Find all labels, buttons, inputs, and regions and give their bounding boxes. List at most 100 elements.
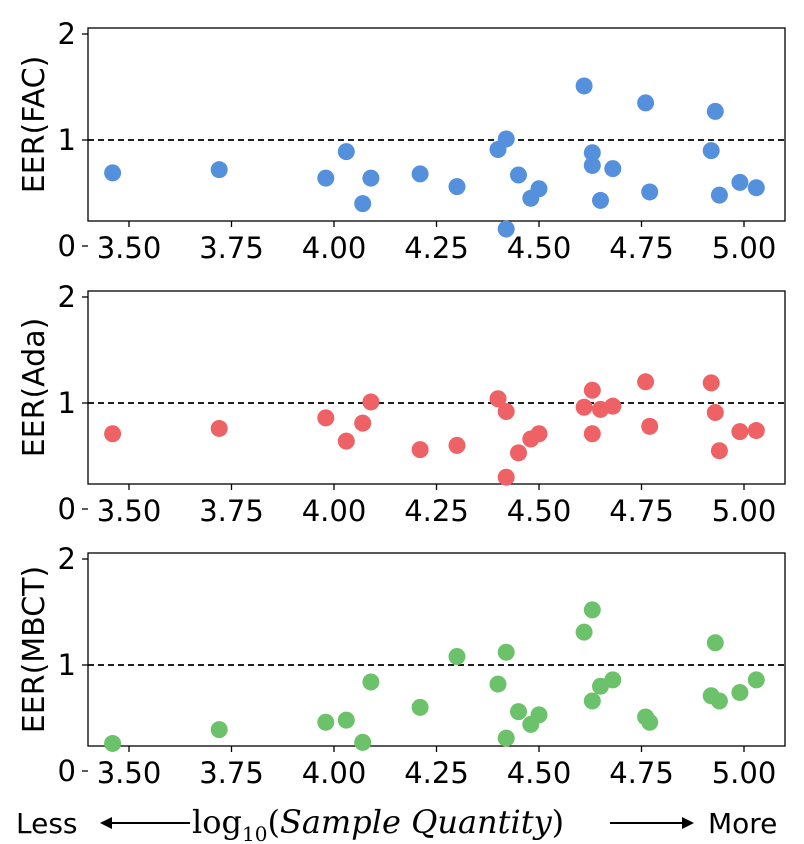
- y-tick-label: 1: [58, 648, 76, 682]
- y-tick-label: 2: [58, 17, 76, 51]
- data-point: [637, 373, 655, 391]
- x-tick-label: 3.50: [97, 231, 162, 265]
- data-point: [641, 713, 659, 731]
- data-point: [702, 142, 720, 160]
- data-point: [583, 156, 601, 174]
- data-point: [583, 425, 601, 443]
- data-point: [530, 180, 548, 198]
- x-tick-label: 4.00: [302, 756, 367, 790]
- data-points: [104, 77, 765, 238]
- data-point: [354, 195, 372, 213]
- data-point: [731, 684, 749, 702]
- data-point: [583, 381, 601, 399]
- data-point: [104, 164, 122, 182]
- data-point: [489, 675, 507, 693]
- data-point: [448, 178, 466, 196]
- x-tick-label: 4.50: [507, 494, 572, 528]
- data-point: [497, 729, 515, 747]
- data-points: [104, 373, 765, 486]
- data-point: [104, 425, 122, 443]
- x-tick-label: 4.50: [507, 231, 572, 265]
- x-tick-label: 3.75: [199, 231, 264, 265]
- y-axis-label: EER(Ada): [17, 318, 52, 458]
- data-point: [710, 186, 728, 204]
- data-point: [210, 419, 228, 437]
- data-point: [497, 643, 515, 661]
- data-point: [510, 703, 527, 721]
- data-point: [411, 698, 429, 716]
- data-point: [583, 144, 601, 162]
- data-point: [575, 398, 593, 416]
- data-point: [710, 442, 728, 460]
- data-point: [706, 404, 724, 422]
- data-point: [637, 94, 655, 112]
- data-point: [575, 623, 593, 641]
- data-point: [337, 143, 355, 161]
- x-tick-label: 5.00: [712, 494, 777, 528]
- x-tick-label: 4.00: [302, 231, 367, 265]
- data-point: [583, 692, 601, 710]
- left-arrow: [100, 817, 190, 829]
- data-point: [354, 733, 372, 751]
- data-point: [210, 161, 228, 179]
- x-tick-label: 5.00: [712, 756, 777, 790]
- x-tick-label: 4.75: [609, 231, 674, 265]
- data-point: [210, 721, 228, 739]
- data-point: [337, 711, 355, 729]
- data-point: [530, 425, 548, 443]
- x-tick-label: 4.25: [404, 494, 469, 528]
- y-tick-label: 1: [58, 386, 76, 420]
- data-point: [530, 706, 548, 724]
- x-axis-caption: Less log10(Sample Quantity) More: [16, 803, 777, 844]
- axes-frame: [87, 552, 786, 747]
- data-point: [104, 734, 122, 752]
- y-tick-label: 2: [58, 542, 76, 576]
- data-point: [411, 441, 429, 459]
- data-point: [731, 423, 749, 441]
- data-point: [592, 191, 609, 209]
- data-point: [448, 436, 466, 454]
- y-tick-label: 1: [58, 123, 76, 157]
- data-point: [411, 165, 429, 183]
- data-point: [604, 397, 622, 415]
- data-point: [747, 179, 765, 197]
- right-arrow: [610, 817, 694, 829]
- data-point: [706, 102, 724, 120]
- data-point: [337, 432, 355, 450]
- data-point: [354, 414, 372, 432]
- y-axis-label: EER(MBCT): [17, 566, 52, 733]
- y-tick-label: 0: [58, 492, 76, 526]
- data-point: [641, 417, 659, 435]
- data-point: [604, 160, 622, 178]
- less-label: Less: [16, 807, 78, 840]
- x-axis-label: log10(Sample Quantity): [192, 803, 564, 844]
- x-tick-label: 5.00: [712, 231, 777, 265]
- data-point: [448, 648, 466, 666]
- x-tick-label: 3.75: [199, 756, 264, 790]
- data-points: [104, 601, 765, 752]
- data-point: [317, 409, 335, 427]
- x-tick-label: 4.25: [404, 756, 469, 790]
- x-tick-label: 3.75: [199, 494, 264, 528]
- y-axis-label: EER(FAC): [17, 56, 52, 194]
- data-point: [706, 634, 724, 652]
- data-point: [731, 173, 749, 191]
- data-point: [317, 713, 335, 731]
- data-point: [362, 673, 380, 691]
- data-point: [510, 444, 527, 462]
- y-tick-label: 2: [58, 280, 76, 314]
- data-point: [702, 374, 720, 392]
- axes-frame: [87, 290, 786, 485]
- y-tick-label: 0: [58, 754, 76, 788]
- x-tick-label: 4.25: [404, 231, 469, 265]
- x-tick-label: 4.75: [609, 756, 674, 790]
- data-point: [510, 166, 527, 184]
- data-point: [497, 468, 515, 486]
- data-point: [747, 422, 765, 440]
- x-tick-label: 3.50: [97, 494, 162, 528]
- data-point: [747, 671, 765, 689]
- axes-frame: [87, 27, 786, 222]
- x-tick-label: 3.50: [97, 756, 162, 790]
